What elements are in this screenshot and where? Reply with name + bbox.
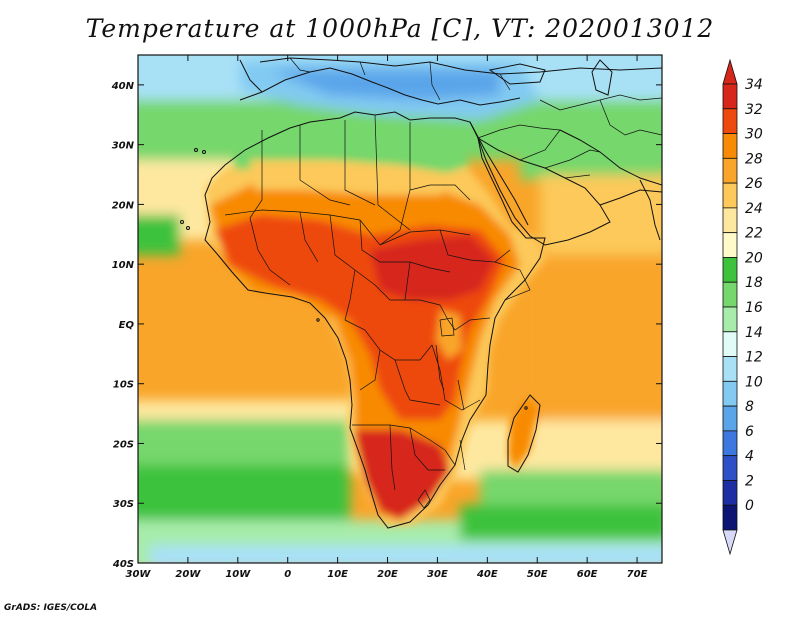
colorbar-label: 12 — [745, 350, 763, 366]
colorbar-label: 2 — [745, 473, 754, 489]
lon-tick-label: 50E — [527, 569, 548, 580]
colorbar-under-arrow — [722, 529, 738, 556]
colorbar-label: 32 — [745, 102, 763, 118]
colorbar-label: 30 — [745, 127, 763, 143]
colorbar-label: 26 — [745, 176, 763, 192]
colorbar-swatch — [722, 380, 738, 407]
colorbar-swatch — [722, 331, 738, 357]
longitude-axis: 30W 20W 10W 0 10E 20E 30E 40E 50E 60E 70E — [126, 55, 648, 580]
lon-tick-label: 10E — [327, 569, 348, 580]
lat-tick-label: 20N — [112, 200, 135, 211]
country-borders — [224, 57, 662, 509]
lat-tick-label: 30S — [113, 499, 134, 510]
lat-tick-label: 30N — [112, 141, 135, 152]
colorbar-label: 10 — [745, 374, 763, 390]
lon-tick-label: 40E — [476, 569, 498, 580]
colorbar-label: 24 — [745, 201, 763, 217]
lat-tick-label: 40S — [112, 559, 134, 570]
colorbar-swatch — [722, 405, 738, 432]
colorbar-over-arrow — [722, 58, 738, 85]
map-title: Temperature at 1000hPa [C], VT: 20200130… — [85, 14, 715, 43]
lon-tick-label: 10W — [225, 569, 251, 580]
temperature-field — [138, 55, 662, 563]
colorbar-label: 34 — [745, 77, 763, 93]
lat-tick-label: 20S — [113, 439, 134, 450]
colorbar-label: 8 — [745, 399, 754, 415]
colorbar-label: 4 — [745, 449, 754, 465]
colorbar-label: 16 — [745, 300, 763, 316]
colorbar-swatch — [722, 281, 738, 308]
colorbar-swatch — [722, 257, 738, 283]
colorbar-label: 20 — [745, 250, 763, 266]
colorbar-swatch — [722, 356, 738, 382]
lat-tick-label: 40N — [111, 81, 135, 92]
colorbar-label: 28 — [745, 151, 763, 167]
lon-tick-label: 30E — [427, 569, 448, 580]
colorbar-label: 22 — [745, 226, 763, 242]
colorbar-label: 0 — [745, 498, 754, 514]
lat-tick-label: EQ — [119, 320, 135, 331]
colorbar-swatch — [722, 306, 738, 333]
lon-tick-label: 0 — [284, 569, 291, 580]
colorbar-swatch — [722, 232, 738, 258]
lon-tick-label: 70E — [627, 569, 648, 580]
colorbar-swatch — [722, 480, 738, 506]
colorbar-swatch — [722, 207, 738, 234]
lon-tick-label: 20W — [175, 569, 201, 580]
lon-tick-label: 20E — [377, 569, 398, 580]
colorbar-label: 6 — [745, 424, 754, 440]
colorbar-swatch — [722, 504, 738, 531]
colorbar-swatch — [722, 455, 738, 481]
colorbar-swatch — [722, 133, 738, 159]
latitude-axis: 40N 30N 20N 10N EQ 10S 20S 30S 40S — [111, 81, 662, 570]
lon-tick-label: 60E — [577, 569, 598, 580]
lat-tick-label: 10S — [113, 380, 134, 391]
grads-credit: GrADS: IGES/COLA — [4, 603, 98, 613]
plot-frame — [137, 54, 663, 564]
colorbar-label: 14 — [745, 325, 763, 341]
colorbar-swatch — [722, 108, 738, 134]
colorbar-swatch — [722, 83, 738, 110]
colorbar-swatch — [722, 182, 738, 209]
colorbar-swatch — [722, 430, 738, 457]
colorbar-label: 18 — [745, 275, 763, 291]
lat-tick-label: 10N — [112, 260, 135, 271]
lon-tick-label: 30W — [126, 569, 152, 580]
colorbar-swatch — [722, 157, 738, 184]
